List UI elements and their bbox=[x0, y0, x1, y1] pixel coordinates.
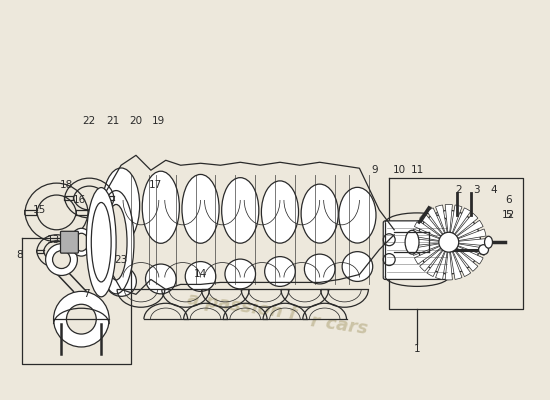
Text: 12: 12 bbox=[502, 210, 515, 220]
Circle shape bbox=[417, 210, 481, 274]
Text: 8: 8 bbox=[16, 250, 23, 260]
Wedge shape bbox=[427, 208, 449, 242]
Ellipse shape bbox=[84, 224, 109, 260]
Text: 23: 23 bbox=[114, 254, 128, 264]
Wedge shape bbox=[449, 242, 462, 280]
Wedge shape bbox=[449, 242, 471, 276]
Ellipse shape bbox=[261, 181, 299, 243]
Text: 9: 9 bbox=[371, 165, 378, 175]
Text: 5: 5 bbox=[505, 210, 512, 220]
FancyBboxPatch shape bbox=[60, 231, 79, 253]
Wedge shape bbox=[445, 242, 453, 280]
Ellipse shape bbox=[142, 171, 179, 243]
Text: 17: 17 bbox=[149, 180, 162, 190]
Ellipse shape bbox=[485, 236, 492, 248]
Wedge shape bbox=[427, 242, 449, 276]
Wedge shape bbox=[449, 242, 486, 256]
Ellipse shape bbox=[265, 257, 295, 286]
Wedge shape bbox=[415, 220, 449, 242]
FancyBboxPatch shape bbox=[383, 221, 451, 280]
Text: 21: 21 bbox=[107, 116, 120, 126]
Ellipse shape bbox=[67, 304, 96, 334]
Wedge shape bbox=[411, 242, 449, 256]
Wedge shape bbox=[445, 204, 453, 242]
Wedge shape bbox=[411, 238, 449, 246]
Ellipse shape bbox=[86, 188, 116, 297]
Wedge shape bbox=[449, 238, 487, 246]
Text: 11: 11 bbox=[410, 165, 424, 175]
Text: 22: 22 bbox=[82, 116, 96, 126]
Ellipse shape bbox=[91, 202, 111, 282]
Ellipse shape bbox=[53, 291, 109, 347]
Text: 13: 13 bbox=[47, 235, 60, 245]
Ellipse shape bbox=[98, 190, 134, 294]
Text: 3: 3 bbox=[474, 185, 480, 195]
Ellipse shape bbox=[222, 178, 259, 243]
Ellipse shape bbox=[182, 174, 219, 243]
Wedge shape bbox=[449, 220, 483, 242]
Wedge shape bbox=[420, 213, 449, 242]
Text: r cars: r cars bbox=[310, 312, 369, 338]
Wedge shape bbox=[415, 242, 449, 264]
Ellipse shape bbox=[89, 230, 104, 254]
Wedge shape bbox=[449, 229, 486, 242]
Text: 1: 1 bbox=[414, 344, 420, 354]
Ellipse shape bbox=[342, 252, 373, 282]
Wedge shape bbox=[449, 205, 462, 242]
Ellipse shape bbox=[339, 187, 376, 243]
Ellipse shape bbox=[478, 245, 488, 255]
Wedge shape bbox=[420, 242, 449, 271]
Ellipse shape bbox=[146, 264, 176, 294]
Ellipse shape bbox=[225, 259, 256, 289]
Wedge shape bbox=[436, 205, 449, 242]
Text: 15: 15 bbox=[33, 205, 46, 215]
Wedge shape bbox=[449, 208, 471, 242]
Text: 14: 14 bbox=[194, 270, 207, 280]
Ellipse shape bbox=[304, 254, 335, 284]
Ellipse shape bbox=[70, 228, 92, 256]
Text: 4: 4 bbox=[490, 185, 497, 195]
Text: 20: 20 bbox=[129, 116, 142, 126]
Wedge shape bbox=[449, 242, 478, 271]
Wedge shape bbox=[436, 242, 449, 280]
Ellipse shape bbox=[439, 232, 459, 252]
Text: 16: 16 bbox=[73, 195, 86, 205]
Ellipse shape bbox=[74, 233, 89, 251]
Text: 2: 2 bbox=[455, 185, 462, 195]
Ellipse shape bbox=[105, 204, 127, 280]
Wedge shape bbox=[449, 213, 478, 242]
Ellipse shape bbox=[53, 251, 70, 268]
Text: 10: 10 bbox=[393, 165, 406, 175]
Text: 7: 7 bbox=[83, 289, 90, 299]
Text: 19: 19 bbox=[152, 116, 166, 126]
Wedge shape bbox=[449, 242, 483, 264]
Ellipse shape bbox=[405, 230, 419, 254]
Ellipse shape bbox=[102, 168, 140, 243]
Text: 6: 6 bbox=[505, 195, 512, 205]
Ellipse shape bbox=[301, 184, 338, 243]
Ellipse shape bbox=[46, 244, 78, 276]
Text: a passion f: a passion f bbox=[186, 290, 298, 323]
Text: 18: 18 bbox=[60, 180, 73, 190]
Ellipse shape bbox=[106, 266, 136, 296]
Wedge shape bbox=[411, 229, 449, 242]
Ellipse shape bbox=[185, 262, 216, 291]
